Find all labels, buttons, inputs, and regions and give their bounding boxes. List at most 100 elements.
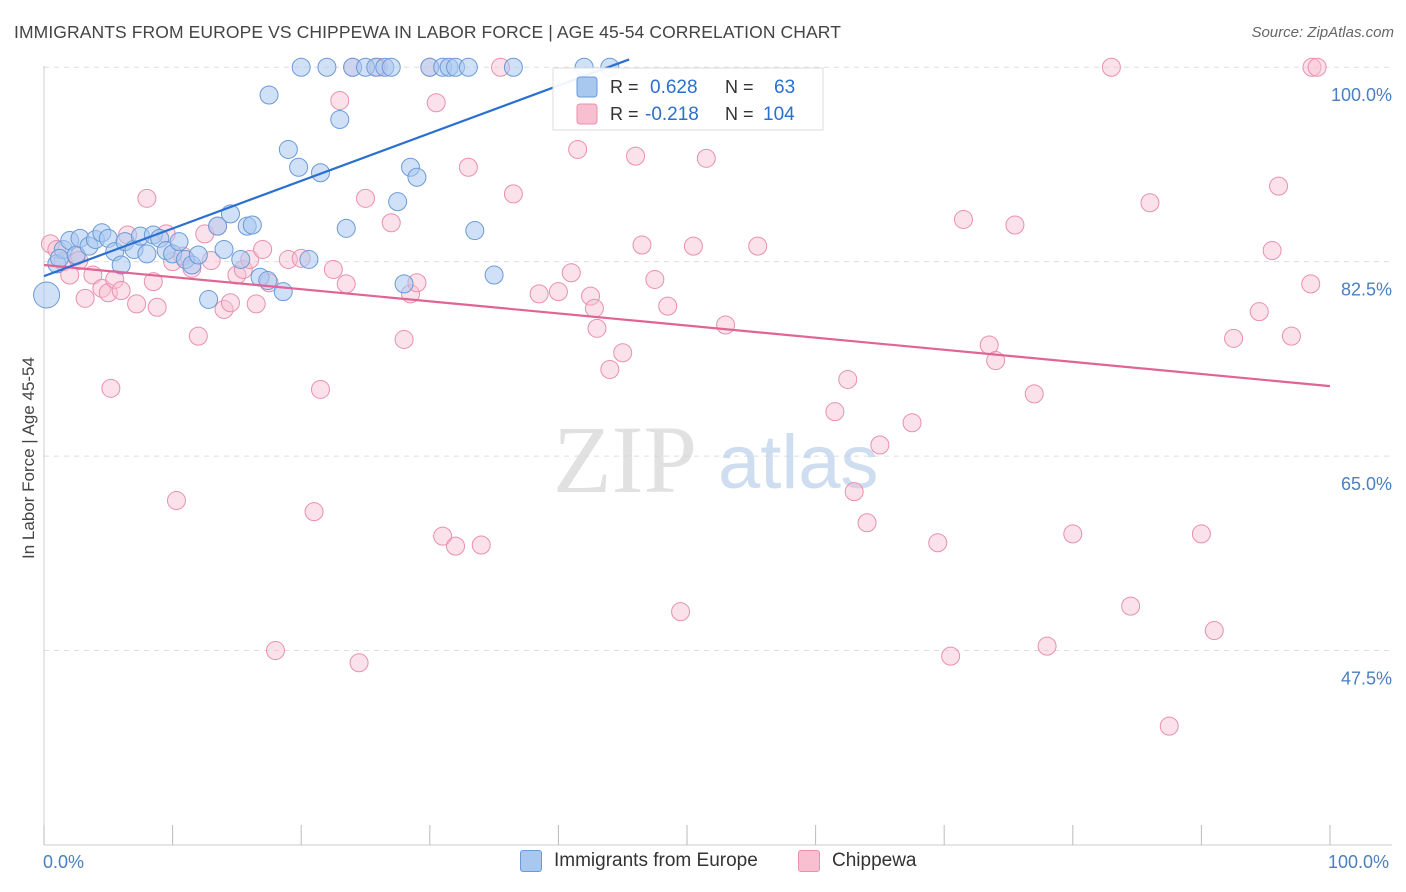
legend-top: R = 0.628 N = 63 R = -0.218 N = 104: [552, 67, 824, 131]
immigrants-point: [33, 281, 61, 309]
chippewa-point: [1301, 274, 1321, 294]
chippewa-point: [1063, 524, 1083, 544]
immigrants-point: [388, 192, 408, 212]
chippewa-point: [304, 502, 324, 522]
chippewa-point: [143, 272, 163, 292]
trendlines: [43, 58, 1331, 388]
chippewa-point: [857, 513, 877, 533]
chippewa-point: [613, 343, 633, 363]
legend-n-label-1: N =: [725, 77, 754, 97]
immigrants-point: [278, 139, 298, 159]
legend-blue-swatch: [576, 76, 598, 98]
immigrants-point: [137, 244, 157, 264]
chippewa-point: [1191, 524, 1211, 544]
chippewa-point: [716, 315, 736, 335]
immigrants-point: [336, 218, 356, 238]
legend-r-label-2: R =: [610, 104, 639, 124]
watermark-zip: ZIP: [553, 406, 697, 513]
legend-item-chippewa[interactable]: Chippewa: [798, 850, 917, 872]
chippewa-point: [548, 282, 568, 302]
chart-source: Source: ZipAtlas.com: [1251, 24, 1394, 41]
chippewa-point: [446, 536, 466, 556]
chippewa-point: [941, 646, 961, 666]
chippewa-point: [626, 146, 646, 166]
chippewa-point: [1307, 57, 1327, 77]
chart-title: IMMIGRANTS FROM EUROPE VS CHIPPEWA IN LA…: [14, 22, 841, 42]
immigrants-point: [188, 245, 208, 265]
chippewa-point: [336, 274, 356, 294]
chippewa-point: [246, 294, 266, 314]
immigrants-point: [394, 274, 414, 294]
immigrants-point: [242, 215, 262, 235]
chippewa-point: [265, 641, 285, 661]
chippewa-point: [323, 259, 343, 279]
legend-n-value-1: 63: [774, 77, 795, 98]
immigrants-point: [299, 249, 319, 269]
chippewa-point: [111, 281, 131, 301]
y-axis-label: In Labor Force | Age 45-54: [19, 357, 38, 559]
legend-pink-swatch: [576, 103, 598, 125]
immigrants-from-europe-points: [33, 57, 620, 309]
immigrants-point: [214, 239, 234, 259]
chippewa-point: [1005, 215, 1025, 235]
immigrants-point: [199, 289, 219, 309]
chippewa-point: [1262, 241, 1282, 261]
immigrants-point: [503, 57, 523, 77]
immigrants-point: [111, 255, 131, 275]
chippewa-point: [1204, 621, 1224, 641]
watermark-atlas: atlas: [718, 420, 879, 505]
chippewa-point: [471, 535, 491, 555]
chippewa-point: [568, 139, 588, 159]
chippewa-point: [147, 297, 167, 317]
chippewa-points: [40, 57, 1327, 736]
chippewa-point: [101, 378, 121, 398]
chippewa-point: [458, 157, 478, 177]
y-tick-label: 100.0%: [1331, 85, 1392, 105]
chippewa-point: [1101, 57, 1121, 77]
chippewa-point: [137, 188, 157, 208]
immigrants-point: [169, 232, 189, 252]
chippewa-point: [1302, 57, 1322, 77]
y-tick-label: 47.5%: [1341, 669, 1392, 689]
immigrants-point: [381, 57, 401, 77]
immigrants-point: [330, 109, 350, 129]
chippewa-point: [1037, 636, 1057, 656]
chippewa-point: [381, 213, 401, 233]
chippewa-point: [1281, 326, 1301, 346]
immigrants-point: [407, 167, 427, 187]
chippewa-point: [584, 298, 604, 318]
chippewa-point: [683, 236, 703, 256]
immigrants-point: [259, 85, 279, 105]
legend-bottom: Immigrants from Europe Chippewa: [0, 850, 1406, 880]
chippewa-point: [394, 329, 414, 349]
legend-item-immigrants[interactable]: Immigrants from Europe: [520, 850, 758, 872]
chippewa-point: [426, 93, 446, 113]
immigrants-point: [231, 249, 251, 269]
chippewa-point: [696, 148, 716, 168]
immigrants-point: [49, 248, 69, 268]
chippewa-point: [503, 184, 523, 204]
legend-label-immigrants: Immigrants from Europe: [554, 850, 758, 871]
chippewa-point: [1024, 384, 1044, 404]
watermark: ZIP atlas: [553, 406, 879, 513]
chippewa-point: [1121, 596, 1141, 616]
chippewa-point: [1249, 302, 1269, 322]
immigrants-point: [484, 265, 504, 285]
chippewa-point: [838, 369, 858, 389]
chippewa-point: [220, 293, 240, 313]
y-tick-labels: 100.0% 82.5% 65.0% 47.5%: [1331, 85, 1392, 688]
immigrants-point: [273, 282, 293, 302]
chippewa-point: [561, 263, 581, 283]
x-tick-label-right: 100.0%: [1328, 852, 1390, 872]
legend-n-value-2: 104: [763, 104, 795, 125]
immigrants-trendline: [43, 58, 630, 278]
legend-r-value-2: -0.218: [645, 104, 699, 125]
chippewa-point: [1159, 716, 1179, 736]
chippewa-point: [928, 533, 948, 553]
legend-r-label-1: R =: [610, 77, 639, 97]
x-tick-label-left: 0.0%: [43, 852, 85, 872]
legend-label-chippewa: Chippewa: [832, 850, 917, 871]
chippewa-point: [433, 526, 453, 546]
chippewa-trendline: [43, 263, 1331, 388]
immigrants-point: [289, 157, 309, 177]
